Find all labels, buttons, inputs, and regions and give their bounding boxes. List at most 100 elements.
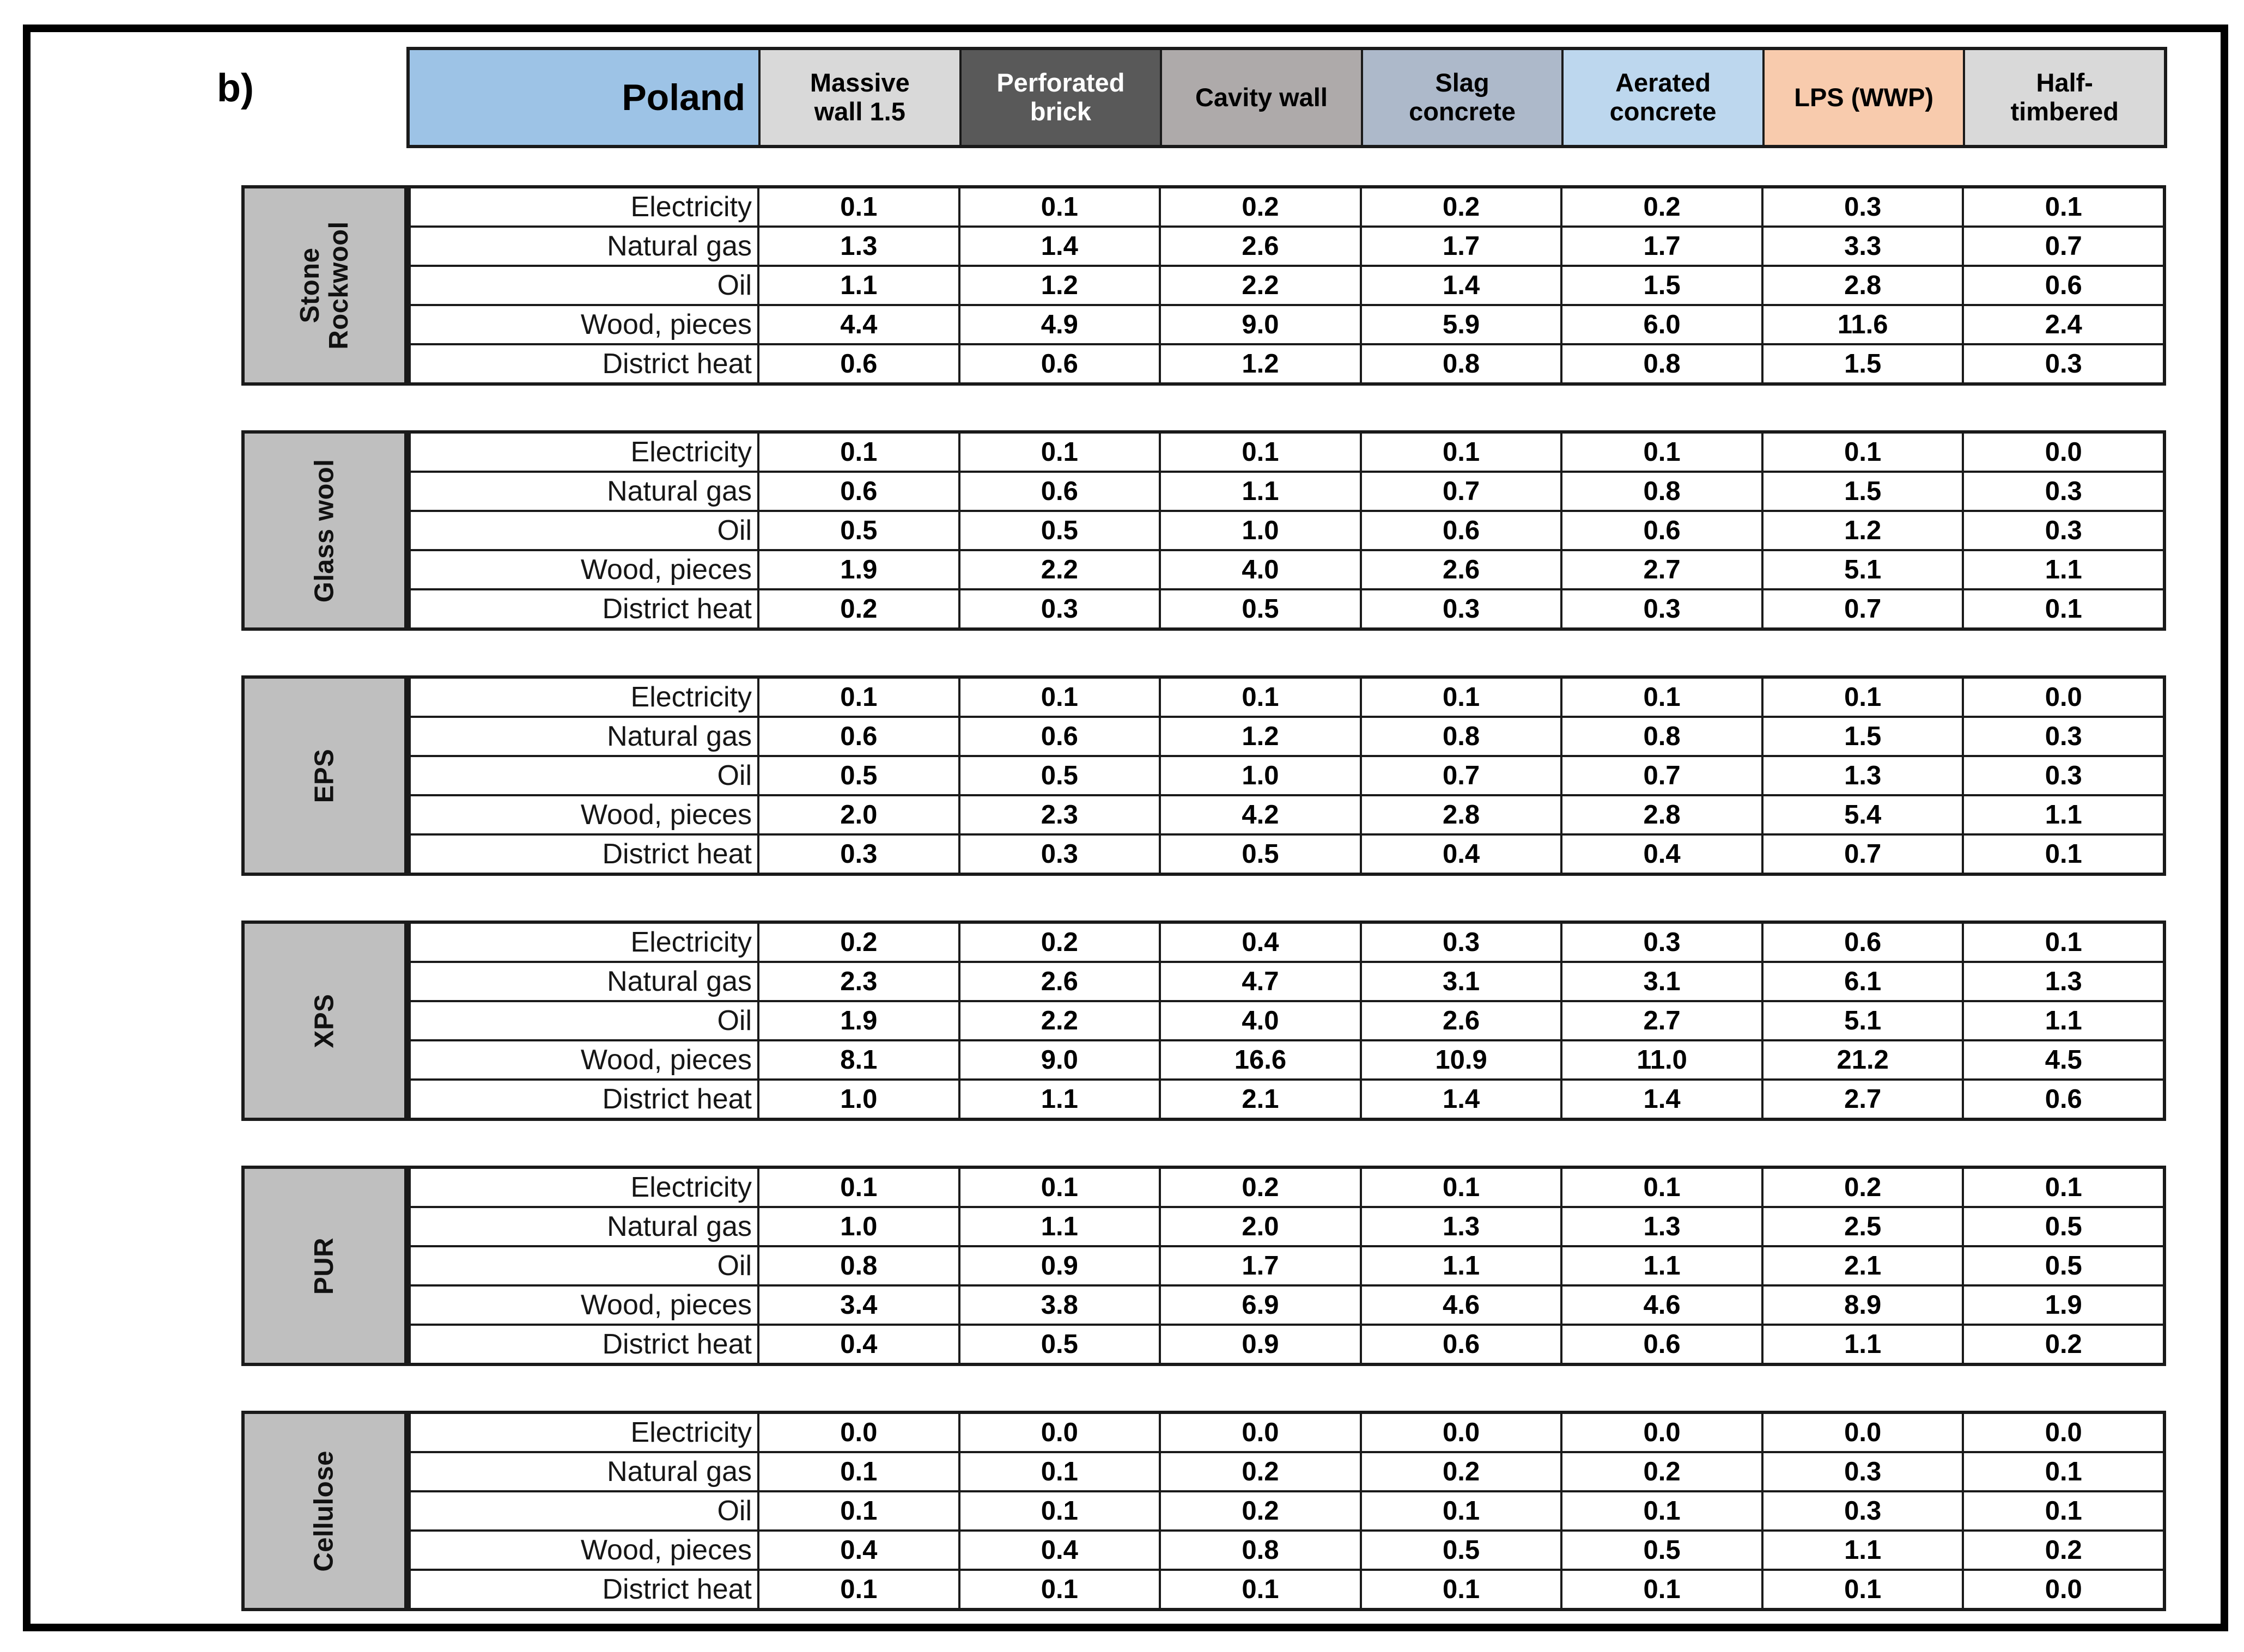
value-cell: 0.0 (1159, 1414, 1360, 1451)
value-cell: 1.0 (757, 1081, 958, 1118)
value-cell: 0.5 (1962, 1247, 2163, 1284)
table-row: Natural gas 0.1 0.1 0.2 0.2 0.2 0.3 0.1 (411, 1451, 2163, 1490)
value-cell: 0.3 (1962, 473, 2163, 510)
value-cell: 0.0 (958, 1414, 1159, 1451)
value-cell: 2.7 (1761, 1081, 1962, 1118)
value-cell: 0.8 (1359, 718, 1561, 755)
energy-carrier-label-electricity: Electricity (630, 1417, 752, 1448)
table-row: Oil 0.8 0.9 1.7 1.1 1.1 2.1 0.5 (411, 1245, 2163, 1284)
value-cell: 10.9 (1359, 1041, 1561, 1078)
value-cell: 2.0 (757, 796, 958, 833)
value-cell: 0.0 (1962, 434, 2163, 471)
energy-carrier-label-natural-gas: Natural gas (607, 476, 752, 507)
value-cell: 0.5 (958, 757, 1159, 794)
wall-type-header-perforated-brick: Perforated brick (959, 50, 1160, 145)
value-cell: 1.0 (757, 1208, 958, 1245)
value-cell: 0.5 (958, 1326, 1159, 1363)
value-cell: 0.1 (958, 188, 1159, 225)
value-cell: 1.5 (1761, 345, 1962, 382)
value-cell: 9.0 (958, 1041, 1159, 1078)
value-cell: 16.6 (1159, 1041, 1360, 1078)
insulation-label-pur: PUR (241, 1166, 408, 1366)
value-cell: 0.9 (1159, 1326, 1360, 1363)
insulation-label-cellulose: Cellulose (241, 1411, 408, 1611)
value-cell: 1.2 (1159, 718, 1360, 755)
energy-carrier-label-oil: Oil (717, 1250, 752, 1282)
energy-carrier-label-oil: Oil (717, 1005, 752, 1037)
value-cell: 1.7 (1560, 228, 1761, 265)
table-row: District heat 0.4 0.5 0.9 0.6 0.6 1.1 0.2 (411, 1324, 2163, 1363)
energy-carrier-label-district-heat: District heat (602, 838, 752, 870)
value-cell: 0.1 (757, 188, 958, 225)
value-cell: 0.1 (757, 679, 958, 716)
energy-carrier-label-wood-pieces: Wood, pieces (580, 554, 752, 586)
value-cell: 0.6 (1962, 267, 2163, 304)
value-cell: 1.2 (1159, 345, 1360, 382)
table-row: Wood, pieces 8.1 9.0 16.6 10.9 11.0 21.2 4.5 (411, 1039, 2163, 1078)
energy-carrier-label-electricity: Electricity (630, 436, 752, 468)
value-cell: 0.1 (1962, 1169, 2163, 1206)
value-cell: 0.3 (1359, 924, 1561, 961)
value-cell: 3.3 (1761, 228, 1962, 265)
value-cell: 0.1 (757, 1453, 958, 1490)
energy-carrier-label-natural-gas: Natural gas (607, 1456, 752, 1488)
insulation-label-text: PUR (309, 1237, 339, 1295)
table-row: Electricity 0.1 0.1 0.1 0.1 0.1 0.1 0.0 (411, 434, 2163, 471)
value-cell: 0.5 (1159, 836, 1360, 873)
value-cell: 0.1 (1962, 590, 2163, 627)
value-cell: 1.5 (1761, 718, 1962, 755)
value-cell: 0.1 (757, 434, 958, 471)
wall-type-header-massive-wall-1-5: Massive wall 1.5 (758, 50, 959, 145)
value-cell: 2.8 (1359, 796, 1561, 833)
figure-border-frame (23, 25, 2228, 1631)
value-cell: 1.5 (1761, 473, 1962, 510)
value-cell: 0.5 (757, 512, 958, 549)
value-cell: 0.7 (1560, 757, 1761, 794)
insulation-label-text: Stone Rockwool (295, 221, 354, 350)
energy-carrier-label-oil: Oil (717, 515, 752, 546)
section-rows-cellulose: Electricity 0.0 0.0 0.0 0.0 0.0 0.0 0.0 Natural … (408, 1411, 2166, 1611)
value-cell: 0.2 (1761, 1169, 1962, 1206)
value-cell: 2.6 (1159, 228, 1360, 265)
value-cell: 1.1 (958, 1208, 1159, 1245)
insulation-label-stone-rockwool: Stone Rockwool (241, 185, 408, 386)
value-cell: 0.1 (1359, 679, 1561, 716)
value-cell: 3.8 (958, 1287, 1159, 1324)
insulation-label-text: EPS (309, 748, 339, 803)
value-cell: 21.2 (1761, 1041, 1962, 1078)
value-cell: 0.6 (1761, 924, 1962, 961)
value-cell: 0.8 (757, 1247, 958, 1284)
value-cell: 0.1 (1962, 1492, 2163, 1529)
value-cell: 0.3 (1560, 924, 1761, 961)
value-cell: 0.1 (1560, 679, 1761, 716)
value-cell: 0.0 (1359, 1414, 1561, 1451)
value-cell: 0.8 (1560, 718, 1761, 755)
energy-carrier-label-oil: Oil (717, 1495, 752, 1527)
value-cell: 0.1 (958, 1492, 1159, 1529)
value-cell: 0.6 (1560, 1326, 1761, 1363)
value-cell: 0.3 (958, 836, 1159, 873)
value-cell: 4.7 (1159, 963, 1360, 1000)
value-cell: 2.5 (1761, 1208, 1962, 1245)
value-cell: 0.7 (1761, 836, 1962, 873)
energy-carrier-label-electricity: Electricity (630, 191, 752, 223)
value-cell: 1.1 (757, 267, 958, 304)
value-cell: 0.1 (1159, 434, 1360, 471)
table-row: Electricity 0.0 0.0 0.0 0.0 0.0 0.0 0.0 (411, 1414, 2163, 1451)
wall-type-header-half-timbered: Half- timbered (1963, 50, 2164, 145)
value-cell: 4.9 (958, 306, 1159, 343)
value-cell: 2.2 (958, 551, 1159, 588)
value-cell: 2.6 (1359, 551, 1561, 588)
value-cell: 0.6 (958, 473, 1159, 510)
value-cell: 4.0 (1159, 551, 1360, 588)
value-cell: 0.5 (1159, 590, 1360, 627)
value-cell: 1.1 (1560, 1247, 1761, 1284)
value-cell: 1.9 (1962, 1287, 2163, 1324)
energy-carrier-label-district-heat: District heat (602, 348, 752, 380)
value-cell: 1.0 (1159, 757, 1360, 794)
table-row: District heat 0.6 0.6 1.2 0.8 0.8 1.5 0.3 (411, 343, 2163, 382)
value-cell: 0.2 (1962, 1532, 2163, 1569)
value-cell: 0.3 (1761, 1453, 1962, 1490)
insulation-label-text: Glass wool (309, 459, 339, 602)
value-cell: 0.2 (958, 924, 1159, 961)
